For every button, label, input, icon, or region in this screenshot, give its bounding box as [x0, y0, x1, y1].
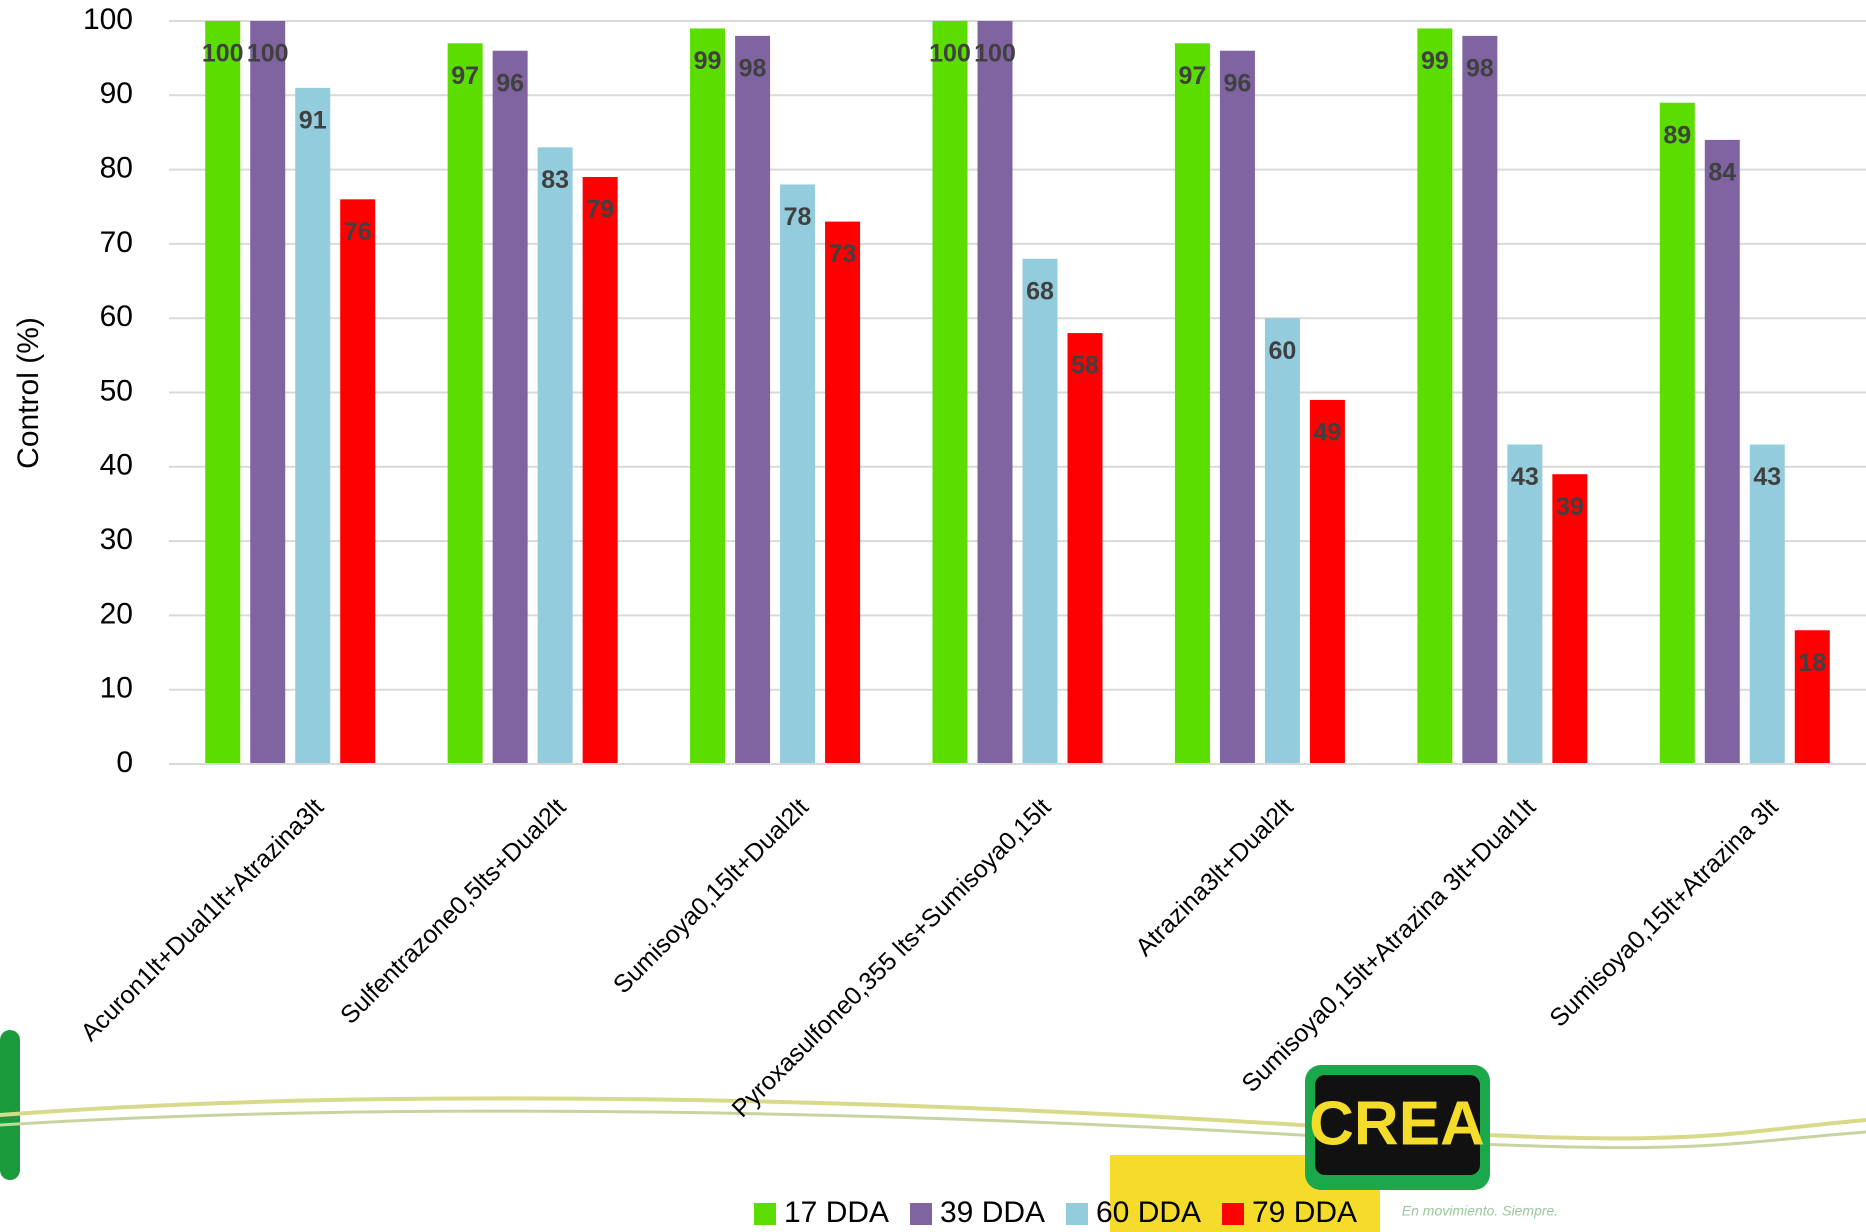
bar — [735, 35, 771, 765]
data-label: 91 — [299, 106, 327, 134]
data-label: 99 — [694, 47, 722, 75]
y-tick-label: 80 — [100, 152, 133, 185]
data-label: 39 — [1556, 493, 1584, 521]
x-tick-label: Sumisoya0,15lt+Atrazina 3lt — [1544, 793, 1783, 1032]
bar — [825, 221, 861, 765]
x-tick-label: Atrazina3lt+Dual2lt — [1130, 793, 1299, 962]
data-label: 96 — [496, 69, 524, 97]
bar — [537, 147, 573, 764]
data-label: 79 — [586, 196, 614, 224]
legend-label: 79 DDA — [1252, 1196, 1357, 1229]
legend-swatch — [1066, 1203, 1088, 1225]
y-tick-label: 50 — [100, 374, 133, 407]
decoration: CREA En movimiento. Siempre. — [0, 1030, 1866, 1232]
bar — [1067, 333, 1103, 764]
bar — [1264, 318, 1300, 764]
data-label: 68 — [1026, 277, 1054, 305]
bar — [932, 21, 968, 764]
y-tick-label: 20 — [100, 597, 133, 630]
data-label: 100 — [247, 40, 289, 68]
swoosh — [0, 1096, 1866, 1141]
data-label: 100 — [929, 40, 971, 68]
data-label: 84 — [1708, 158, 1736, 186]
data-label: 43 — [1511, 463, 1539, 491]
bar — [582, 177, 618, 764]
x-tick-label: Sumisoya0,15lt+Dual2lt — [608, 793, 814, 999]
bar — [977, 21, 1013, 764]
bar — [780, 184, 816, 764]
data-label: 97 — [451, 62, 479, 90]
y-tick-label: 90 — [100, 77, 133, 110]
bar — [1462, 35, 1498, 765]
bar — [340, 199, 376, 764]
x-tick-label: Sulfentrazone0,5lts+Dual2lt — [335, 793, 572, 1030]
legend-label: 17 DDA — [784, 1196, 889, 1229]
swoosh — [0, 1109, 1866, 1150]
bar — [295, 87, 331, 765]
y-tick-label: 0 — [116, 746, 133, 779]
y-tick-label: 70 — [100, 226, 133, 259]
legend-label: 39 DDA — [940, 1196, 1045, 1229]
data-label: 98 — [1466, 54, 1494, 82]
bar — [1552, 474, 1588, 764]
bar — [1309, 399, 1345, 764]
bar — [1749, 444, 1785, 764]
legend-label: 60 DDA — [1096, 1196, 1201, 1229]
data-label: 43 — [1753, 463, 1781, 491]
bar — [1174, 43, 1210, 765]
bar — [690, 28, 726, 765]
data-label: 96 — [1224, 69, 1252, 97]
bar — [250, 21, 286, 764]
bar — [1219, 50, 1255, 765]
data-label: 60 — [1269, 337, 1297, 365]
bar — [492, 50, 528, 765]
data-label: 99 — [1421, 47, 1449, 75]
side-tab — [0, 1030, 20, 1180]
bar — [447, 43, 483, 765]
data-label: 83 — [541, 166, 569, 194]
y-axis-label: Control (%) — [12, 317, 45, 469]
bar — [1704, 139, 1740, 764]
bar — [1022, 258, 1058, 764]
legend-swatch — [754, 1203, 776, 1225]
y-tick-label: 100 — [83, 3, 133, 36]
bar — [1794, 630, 1830, 764]
data-label: 97 — [1179, 62, 1207, 90]
x-tick-label: Sumisoya0,15lt+Atrazina 3lt+Dual1lt — [1236, 793, 1541, 1098]
bar — [1507, 444, 1543, 764]
logo-inner — [1315, 1075, 1480, 1175]
legend-swatch — [1222, 1203, 1244, 1225]
bar — [205, 21, 241, 764]
data-label: 98 — [739, 54, 767, 82]
data-label: 100 — [202, 40, 244, 68]
data-label: 58 — [1071, 352, 1099, 380]
bar — [1417, 28, 1453, 765]
y-tick-label: 30 — [100, 523, 133, 556]
bar — [1659, 102, 1695, 765]
data-label: 89 — [1663, 121, 1691, 149]
data-label: 73 — [829, 240, 857, 268]
data-label: 76 — [344, 218, 372, 246]
y-tick-label: 60 — [100, 300, 133, 333]
logo-text: CREA — [1309, 1089, 1485, 1158]
y-tick-label: 10 — [100, 672, 133, 705]
x-tick-label: Acuron1lt+Dual1lt+Atrazina3lt — [75, 793, 329, 1047]
legend-swatch — [910, 1203, 932, 1225]
data-label: 100 — [974, 40, 1016, 68]
data-label: 49 — [1314, 419, 1342, 447]
y-tick-label: 40 — [100, 449, 133, 482]
data-label: 78 — [784, 203, 812, 231]
logo-tagline: En movimiento. Siempre. — [1402, 1203, 1558, 1219]
data-label: 18 — [1798, 649, 1826, 677]
